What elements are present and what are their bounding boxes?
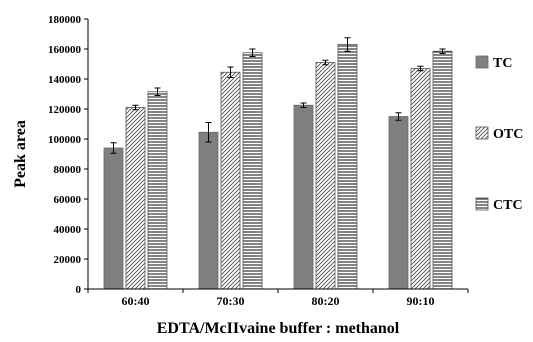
- legend: TC OTC CTC: [475, 55, 523, 213]
- bar-otc-2: [315, 62, 336, 290]
- bar-tc-2: [293, 104, 314, 290]
- bar-tc-3: [388, 116, 409, 290]
- y-tick-label: 160000: [48, 44, 82, 56]
- x-category-label: 60:40: [122, 294, 150, 308]
- y-tick-label: 100000: [48, 134, 82, 146]
- bar-ctc-1: [242, 52, 263, 290]
- x-axis-title: EDTA/McIIvaine buffer : methanol: [157, 320, 400, 337]
- y-tick-label: 120000: [48, 104, 82, 116]
- bar-tc-0: [103, 147, 124, 290]
- y-axis-title: Peak area: [12, 120, 29, 188]
- y-tick-label: 140000: [48, 74, 82, 86]
- bar-otc-0: [125, 107, 146, 290]
- bar-otc-3: [410, 68, 431, 290]
- y-axis-ticks: 0 20000 40000 60000 80000 100000 120000 140000 1…: [48, 14, 88, 296]
- legend-swatch-tc: [475, 55, 489, 69]
- bar-tc-1: [198, 131, 219, 290]
- bar-otc-1: [220, 71, 241, 290]
- x-axis-ticks: 60:40 70:30 80:20 90:10: [87, 289, 469, 308]
- y-tick-label: 80000: [54, 164, 82, 176]
- legend-swatch-ctc: [475, 197, 489, 211]
- y-tick-label: 180000: [48, 14, 82, 26]
- legend-swatch-otc: [475, 126, 489, 140]
- y-tick-label: 20000: [54, 254, 82, 266]
- legend-label-ctc: CTC: [493, 198, 523, 213]
- y-tick-label: 40000: [54, 224, 82, 236]
- legend-label-otc: OTC: [493, 127, 523, 142]
- y-tick-label: 0: [76, 284, 82, 296]
- x-category-label: 70:30: [217, 294, 245, 308]
- bar-ctc-2: [337, 44, 358, 290]
- y-tick-label: 60000: [54, 194, 82, 206]
- bars: [103, 37, 453, 290]
- legend-label-tc: TC: [493, 56, 512, 71]
- bar-ctc-0: [147, 91, 168, 290]
- x-category-label: 90:10: [407, 294, 435, 308]
- bar-ctc-3: [432, 50, 453, 290]
- x-category-label: 80:20: [312, 294, 340, 308]
